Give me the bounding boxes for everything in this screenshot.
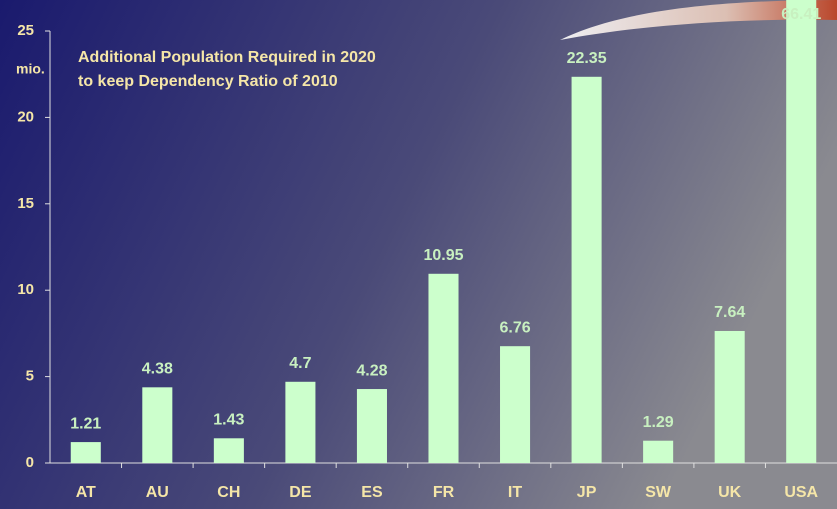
bar xyxy=(500,346,530,463)
bar xyxy=(214,438,244,463)
bar xyxy=(715,331,745,463)
y-tick-label: 0 xyxy=(26,454,34,471)
bar xyxy=(71,442,101,463)
value-label: 22.35 xyxy=(567,50,607,67)
x-tick-label: SW xyxy=(645,484,672,501)
value-label: 4.28 xyxy=(356,362,387,379)
bar xyxy=(285,382,315,463)
x-tick-label: USA xyxy=(784,484,818,501)
value-label: 4.38 xyxy=(142,361,173,378)
y-tick-label: 20 xyxy=(17,108,34,125)
bar xyxy=(142,387,172,463)
value-label: 1.43 xyxy=(213,412,244,429)
x-tick-label: IT xyxy=(508,484,522,501)
bar xyxy=(572,77,602,463)
y-tick-label: 10 xyxy=(17,281,34,298)
value-label: 66.41 xyxy=(781,6,821,23)
value-label: 1.21 xyxy=(70,415,101,432)
x-tick-label: JP xyxy=(577,484,597,501)
y-tick-label: 25 xyxy=(17,22,34,39)
value-label: 6.76 xyxy=(499,319,530,336)
x-tick-label: AU xyxy=(146,484,169,501)
x-tick-label: UK xyxy=(718,484,742,501)
x-tick-label: AT xyxy=(76,484,96,501)
bar xyxy=(786,0,816,463)
value-label: 4.7 xyxy=(289,355,311,372)
x-tick-label: CH xyxy=(217,484,240,501)
page: {"chart_data": {"type": "bar", "title": … xyxy=(0,0,837,509)
value-label: 1.29 xyxy=(643,414,674,431)
chart: mio. Additional Population Required in 2… xyxy=(0,0,837,509)
value-label: 10.95 xyxy=(423,247,463,264)
y-tick-label: 5 xyxy=(26,368,34,385)
bar xyxy=(428,274,458,463)
bar xyxy=(643,441,673,463)
x-tick-label: FR xyxy=(433,484,455,501)
bar xyxy=(357,389,387,463)
value-label: 7.64 xyxy=(714,304,745,321)
x-tick-label: DE xyxy=(289,484,312,501)
x-tick-label: ES xyxy=(361,484,383,501)
y-tick-label: 15 xyxy=(17,195,34,212)
y-axis-label: mio. xyxy=(16,61,45,77)
